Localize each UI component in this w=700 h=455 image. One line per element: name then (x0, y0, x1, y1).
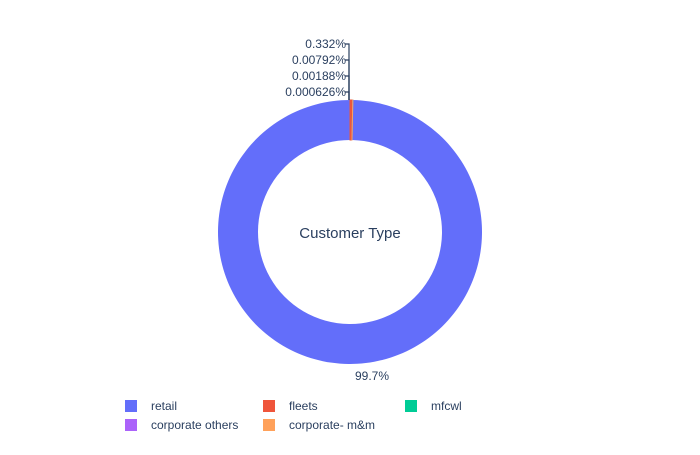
legend-swatch (263, 400, 275, 412)
legend-swatch (125, 400, 137, 412)
slice-label-retail: 99.7% (355, 369, 389, 383)
leader-line-corporate-m-m (345, 91, 350, 100)
slices-layer (217, 99, 482, 364)
slice-label-fleets: 0.332% (305, 37, 346, 51)
slice-label-corporate-others: 0.00188% (292, 69, 346, 83)
legend-label: corporate others (151, 418, 238, 432)
center-label: Customer Type (299, 225, 400, 242)
legend-label: mfcwl (431, 399, 462, 413)
legend-swatch (125, 419, 137, 431)
labels-layer: 99.7% 0.332% 0.00792% 0.00188% 0.000626% (285, 37, 389, 383)
legend-swatch (263, 419, 275, 431)
legend-label: fleets (289, 399, 318, 413)
legend-label: corporate- m&m (289, 418, 375, 432)
legend-item-corporate-others[interactable]: corporate others (125, 418, 238, 432)
legend-swatch (405, 400, 417, 412)
legend-label: retail (151, 399, 177, 413)
legend-item-fleets[interactable]: fleets (263, 399, 318, 413)
pie-slice-retail[interactable] (217, 100, 482, 364)
slice-label-corporate-m-m: 0.000626% (285, 85, 346, 99)
legend[interactable]: retail fleets mfcwl corporate others corpora… (125, 399, 462, 432)
pie-slice-corporate-m-m[interactable] (351, 99, 354, 141)
legend-item-mfcwl[interactable]: mfcwl (405, 399, 462, 413)
legend-item-retail[interactable]: retail (125, 399, 177, 413)
legend-item-corporate-m-m[interactable]: corporate- m&m (263, 418, 375, 432)
slice-label-mfcwl: 0.00792% (292, 53, 346, 67)
